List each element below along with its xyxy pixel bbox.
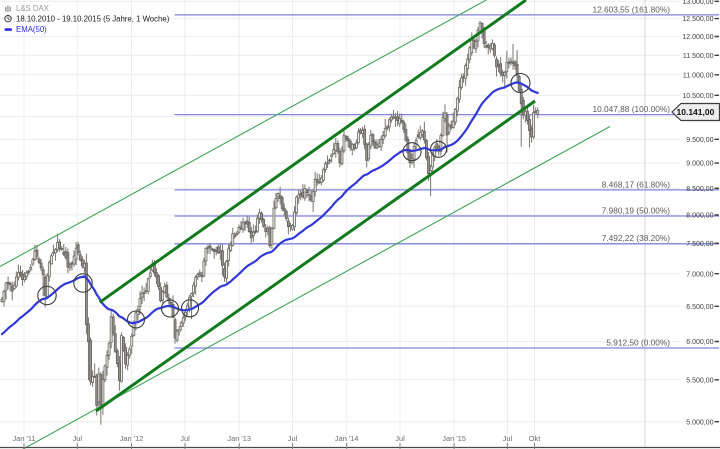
- svg-text:5.912,50 (0.00%): 5.912,50 (0.00%): [606, 337, 670, 347]
- svg-text:11.000,00: 11.000,00: [683, 72, 714, 79]
- svg-text:7.000,00: 7.000,00: [686, 271, 713, 278]
- svg-text:9.500,00: 9.500,00: [686, 137, 713, 144]
- svg-text:7.980,19 (50.00%): 7.980,19 (50.00%): [602, 205, 671, 215]
- svg-text:Jul: Jul: [503, 434, 513, 443]
- svg-text:Jul: Jul: [395, 434, 405, 443]
- svg-text:Jul: Jul: [73, 434, 83, 443]
- svg-text:10.500,00: 10.500,00: [682, 93, 713, 100]
- svg-text:6.500,00: 6.500,00: [686, 304, 713, 311]
- svg-text:8.468,17 (61.80%): 8.468,17 (61.80%): [602, 179, 671, 189]
- svg-text:Jan '13: Jan '13: [227, 434, 251, 443]
- svg-text:8.000,00: 8.000,00: [686, 213, 713, 220]
- svg-text:18.10.2010 - 19.10.2015 (5 Jah: 18.10.2010 - 19.10.2015 (5 Jahre, 1 Woch…: [16, 14, 170, 23]
- svg-text:12.000,00: 12.000,00: [682, 34, 713, 41]
- svg-text:Jan '12: Jan '12: [120, 434, 144, 443]
- svg-text:5.500,00: 5.500,00: [686, 377, 713, 384]
- svg-text:Jan '14: Jan '14: [335, 434, 359, 443]
- svg-text:10.047,88 (100.00%): 10.047,88 (100.00%): [593, 104, 671, 114]
- svg-text:8.500,00: 8.500,00: [686, 186, 713, 193]
- svg-text:6.000,00: 6.000,00: [686, 339, 713, 346]
- svg-text:Jan '11: Jan '11: [12, 434, 35, 443]
- svg-text:10.141,00: 10.141,00: [677, 107, 715, 117]
- svg-text:7.492,22 (38.20%): 7.492,22 (38.20%): [602, 233, 671, 243]
- svg-text:9.000,00: 9.000,00: [686, 161, 713, 168]
- svg-text:11.500,00: 11.500,00: [683, 53, 714, 60]
- svg-text:13.000,00: 13.000,00: [682, 0, 713, 6]
- svg-text:5.000,00: 5.000,00: [686, 419, 713, 426]
- svg-text:Okt: Okt: [529, 434, 541, 443]
- svg-text:Jul: Jul: [180, 434, 190, 443]
- svg-text:EMA(50): EMA(50): [16, 25, 47, 34]
- svg-text:12.603,55 (161.80%): 12.603,55 (161.80%): [593, 4, 671, 14]
- svg-text:L&S DAX: L&S DAX: [16, 4, 50, 13]
- svg-text:Jan '15: Jan '15: [442, 434, 466, 443]
- svg-text:12.500,00: 12.500,00: [682, 16, 713, 23]
- svg-text:7.500,00: 7.500,00: [686, 241, 713, 248]
- svg-text:Jul: Jul: [288, 434, 298, 443]
